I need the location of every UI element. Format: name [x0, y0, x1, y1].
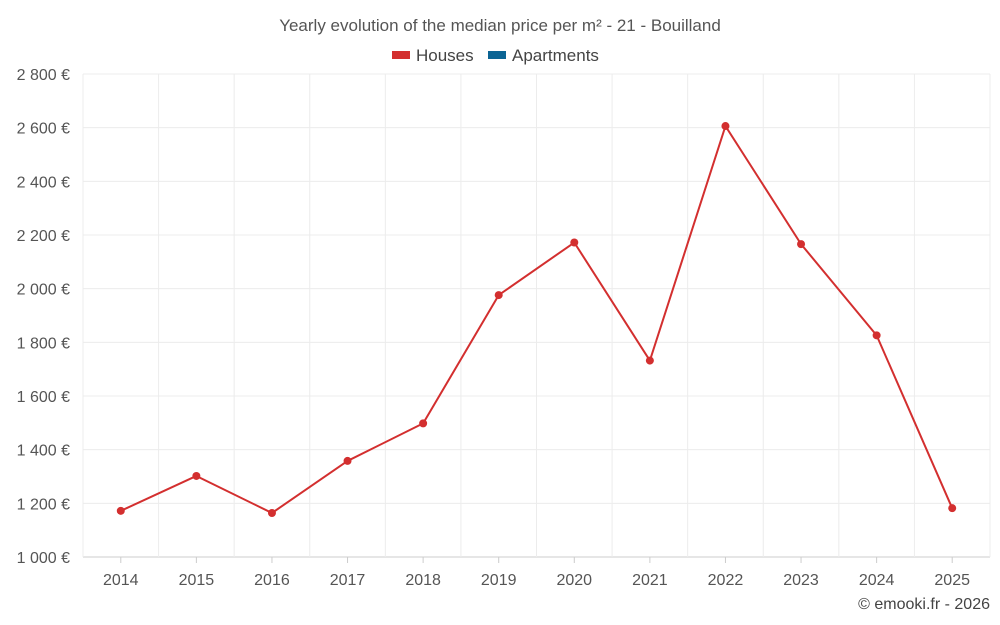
y-tick-label: 2 000 €	[17, 282, 70, 299]
legend-swatch-apartments	[488, 51, 506, 59]
x-tick-label: 2021	[632, 572, 668, 589]
data-point[interactable]	[645, 356, 654, 365]
data-point[interactable]	[116, 506, 125, 515]
gridlines	[82, 73, 991, 558]
x-tick-label: 2015	[179, 572, 215, 589]
x-tick-label: 2022	[708, 572, 744, 589]
x-tick-label: 2020	[556, 572, 592, 589]
y-tick-label: 1 400 €	[17, 443, 70, 460]
data-point[interactable]	[872, 331, 881, 340]
data-point[interactable]	[948, 504, 957, 513]
x-tick-label: 2023	[783, 572, 819, 589]
legend-item-apartments[interactable]: Apartments	[488, 46, 599, 65]
series-line	[120, 125, 954, 514]
data-point[interactable]	[267, 508, 276, 517]
x-tick-label: 2018	[405, 572, 441, 589]
x-tick-label: 2025	[934, 572, 970, 589]
legend-item-houses[interactable]: Houses	[392, 46, 474, 65]
y-tick-label: 1 800 €	[17, 335, 70, 352]
x-tick-label: 2024	[859, 572, 895, 589]
x-tick-label: 2019	[481, 572, 517, 589]
data-point[interactable]	[419, 419, 428, 428]
data-point[interactable]	[797, 240, 806, 249]
legend: Houses Apartments	[392, 46, 599, 65]
y-tick-label: 1 600 €	[17, 389, 70, 406]
y-tick-label: 1 200 €	[17, 496, 70, 513]
data-point[interactable]	[343, 456, 352, 465]
y-tick-label: 1 000 €	[17, 550, 70, 567]
x-tick-label: 2016	[254, 572, 290, 589]
x-tick-label: 2017	[330, 572, 366, 589]
y-tick-label: 2 400 €	[17, 174, 70, 191]
credit-text: © emooki.fr - 2026	[858, 596, 990, 613]
legend-swatch-houses	[392, 51, 410, 59]
series-houses	[116, 122, 957, 517]
y-tick-label: 2 600 €	[17, 121, 70, 138]
x-axis-ticks: 2014 2015 2016 2017 2018 2019 2020 2021 2022 2023…	[103, 557, 970, 589]
data-point[interactable]	[721, 122, 730, 131]
x-tick-label: 2014	[103, 572, 139, 589]
data-point[interactable]	[494, 291, 503, 300]
y-tick-label: 2 800 €	[17, 67, 70, 84]
y-axis-ticks: 1 000 € 1 200 € 1 400 € 1 600 € 1 800 € 2 000…	[17, 67, 70, 567]
legend-label-apartments: Apartments	[512, 46, 599, 65]
y-tick-label: 2 200 €	[17, 228, 70, 245]
legend-label-houses: Houses	[416, 46, 474, 65]
data-point[interactable]	[192, 471, 201, 480]
chart-title: Yearly evolution of the median price per…	[279, 16, 721, 35]
data-point[interactable]	[570, 238, 579, 247]
